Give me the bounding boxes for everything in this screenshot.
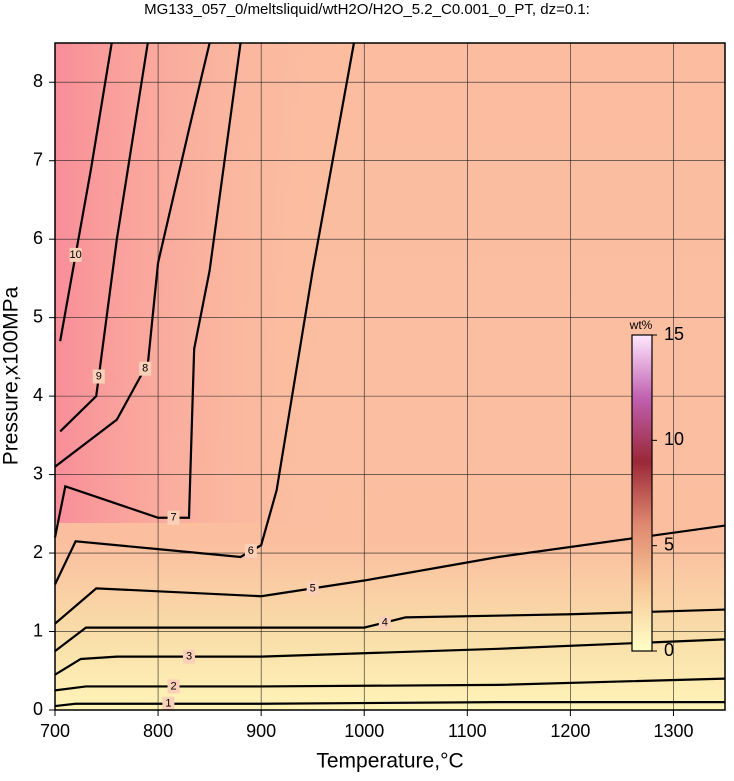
x-tick-label: 1000 (344, 721, 384, 741)
y-tick-label: 0 (33, 699, 43, 719)
y-tick-label: 1 (33, 620, 43, 640)
contour-label: 8 (142, 363, 148, 375)
y-tick-label: 6 (33, 228, 43, 248)
colorbar (631, 334, 653, 652)
contour-label-bg (92, 369, 105, 384)
plot-layer: 700 800 900 1000 1100 1200 1300 0 1 2 3 4 5 6 7 8 1 2 3 4 5 6… (33, 42, 726, 741)
contour-label-bg (69, 247, 82, 262)
contour-label: 1 (165, 698, 171, 710)
colorbar-tick-label: 5 (664, 534, 674, 554)
x-tick-label: 900 (246, 721, 276, 741)
contour-line (54, 701, 725, 708)
x-tick-label: 1200 (550, 721, 590, 741)
contour-label: 10 (69, 249, 81, 261)
y-tick-label: 8 (33, 71, 43, 91)
x-axis-title: Temperature,°C (316, 750, 463, 773)
contour-label: 4 (382, 616, 388, 628)
contour-label-bg (167, 679, 180, 694)
contour-label: 6 (248, 545, 254, 557)
contour-label-bg (183, 649, 195, 664)
contour-label: 2 (170, 680, 176, 692)
colorbar-tick-label: 15 (664, 324, 684, 344)
y-tick-label: 2 (33, 542, 43, 562)
contour-label-bg (139, 361, 152, 376)
contour-line (59, 42, 113, 342)
contour-label: 9 (96, 370, 102, 382)
colorbar-tick-label: 10 (664, 429, 684, 449)
y-tick-label: 7 (33, 149, 43, 169)
contour-label-bg (378, 615, 391, 630)
x-tick-label: 1100 (448, 721, 487, 741)
contour-line (59, 42, 149, 433)
y-tick-label: 4 (33, 385, 43, 405)
chart-title: MG133_057_0/meltsliquid/wtH2O/H2O_5.2_C0… (144, 1, 590, 18)
contour-label-bg (167, 510, 180, 525)
contour-label-bg (162, 696, 175, 711)
colorbar-tick-label: 0 (664, 640, 674, 660)
colorbar-label: wt% (629, 318, 653, 332)
contour-label: 7 (170, 512, 176, 524)
contour-label-bg (306, 581, 319, 596)
x-tick-label: 800 (143, 721, 173, 741)
y-tick-label: 5 (33, 306, 43, 326)
y-tick-label: 3 (33, 463, 43, 483)
contour-label: 3 (186, 651, 192, 663)
contour-label: 5 (310, 582, 316, 594)
plot-shade (55, 43, 335, 523)
contour-line (53, 42, 242, 538)
contour-line (54, 677, 726, 692)
y-axis-title: Pressure,x100MPa (0, 286, 23, 465)
x-tick-label: 1300 (653, 721, 693, 741)
x-tick-label: 700 (40, 721, 70, 741)
plot-frame (54, 42, 726, 711)
contour-label-bg (244, 544, 257, 559)
